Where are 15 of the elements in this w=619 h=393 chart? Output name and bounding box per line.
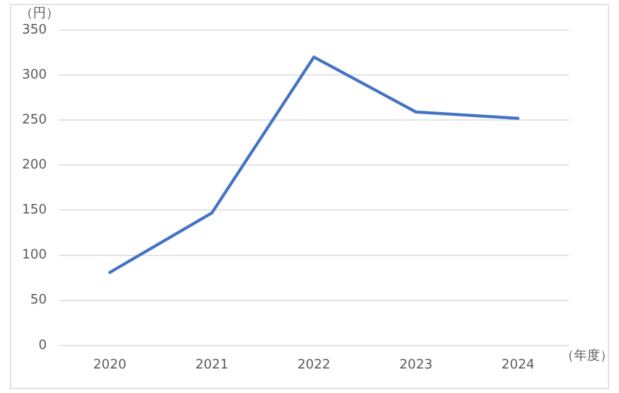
y-axis-title: （円） (20, 6, 59, 21)
y-tick-label: 250 (22, 112, 47, 128)
x-tick-label: 2022 (297, 358, 330, 373)
x-tick-label: 2021 (195, 358, 228, 373)
y-tick-label: 0 (38, 338, 47, 353)
y-tick-label: 150 (22, 202, 47, 218)
x-axis-title: （年度） (561, 347, 613, 364)
y-tick-label: 100 (22, 248, 47, 263)
y-tick-label: 50 (30, 292, 47, 308)
y-tick-label: 200 (22, 158, 47, 173)
y-tick-label: 350 (22, 22, 47, 38)
x-tick-label: 2020 (93, 358, 126, 373)
y-tick-label: 300 (22, 67, 47, 82)
x-tick-label: 2024 (501, 358, 535, 373)
x-tick-label: 2023 (399, 358, 432, 373)
